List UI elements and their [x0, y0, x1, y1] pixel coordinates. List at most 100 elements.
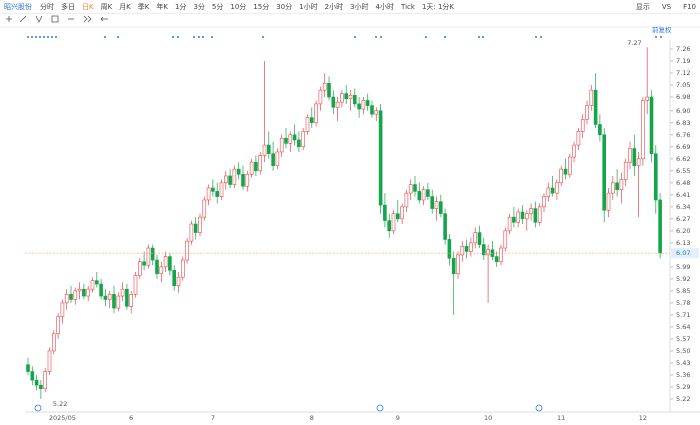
candle-body [224, 175, 228, 184]
period-tab[interactable]: 1天: 1分K [421, 2, 455, 11]
candle-body [576, 131, 581, 146]
y-tick-label: 6.13 [676, 239, 690, 247]
period-tab[interactable]: 4小时 [375, 2, 395, 11]
period-tab[interactable]: 15分 [253, 2, 270, 11]
candle-body [150, 247, 155, 261]
y-tick-label: 5.29 [676, 383, 690, 391]
candle-body [60, 302, 65, 317]
period-tab[interactable]: Tick [401, 2, 415, 11]
candle-body [649, 96, 654, 154]
candle-body [598, 124, 602, 136]
candle-body [51, 333, 56, 352]
candle-body [64, 294, 69, 304]
period-tab[interactable]: 周K [100, 2, 113, 11]
candle-body [438, 201, 443, 215]
candle-body [266, 144, 271, 154]
candle-body [395, 213, 400, 220]
y-tick-label: 6.69 [676, 143, 690, 151]
candle-body [95, 280, 99, 285]
candle-body [619, 179, 624, 190]
period-tab[interactable]: 3小时 [350, 2, 369, 11]
candle-body [120, 288, 125, 297]
candle-body [185, 240, 189, 261]
candle-body [168, 256, 172, 271]
period-tab[interactable]: 2小时 [324, 2, 344, 11]
candle-body [460, 246, 465, 256]
candle-body [593, 89, 598, 125]
y-tick-label: 5.78 [676, 299, 690, 307]
stock-name[interactable]: 昭兴股份 [4, 2, 32, 11]
candle-body [434, 201, 439, 209]
y-tick-label: 7.05 [676, 81, 690, 89]
period-tab[interactable]: 季K [137, 2, 150, 11]
candle-body [361, 100, 366, 110]
candle-body [413, 184, 417, 192]
period-tab[interactable]: 5分 [211, 2, 224, 11]
candle-body [524, 213, 529, 220]
candle-body [344, 93, 349, 100]
y-tick-label: 5.43 [676, 359, 690, 367]
candle-body [486, 249, 490, 256]
candle-body [327, 83, 331, 98]
candle-body [133, 275, 138, 295]
candle-body [176, 276, 181, 287]
y-tick-label: 5.85 [676, 287, 690, 295]
x-tick-label: 12 [639, 414, 647, 422]
candle-body [181, 259, 185, 278]
candle-body [322, 83, 327, 91]
candle-body [305, 117, 310, 132]
candle-body [580, 119, 585, 132]
candle-body [542, 196, 546, 208]
candle-body [426, 189, 430, 197]
candle-body [335, 101, 340, 108]
candle-body [43, 371, 48, 390]
period-toolbar: 昭兴股份 分时 多日 日K 周K 月K 季K 年K 1分 3分 5分 10分 15分 30分 1小时 2小时 3… [0, 0, 700, 14]
x-tick-label: 8 [310, 414, 314, 422]
period-tab[interactable]: 3分 [193, 2, 205, 11]
candle-body [430, 196, 435, 209]
candle-body [258, 155, 263, 172]
candle-body [202, 199, 207, 218]
candle-body [262, 144, 267, 156]
candle-body [129, 294, 133, 307]
toolbar-button[interactable]: 显示 [635, 2, 650, 11]
candle-body [90, 280, 95, 290]
y-tick-label: 6.83 [676, 119, 690, 127]
candle-body [636, 158, 641, 166]
candle-body [138, 261, 142, 276]
low-label: 5.22 [53, 400, 67, 408]
period-tab[interactable]: 1分 [174, 2, 187, 11]
candle-body [499, 247, 503, 263]
candle-body [610, 182, 615, 194]
candle-body [533, 208, 538, 223]
event-markers [27, 36, 662, 38]
period-tab[interactable]: 1小时 [299, 2, 318, 11]
adjust-label[interactable]: 前复权 [652, 25, 672, 34]
y-tick-label: 6.62 [676, 155, 690, 163]
candle-body [103, 295, 108, 300]
period-tab[interactable]: 10分 [230, 2, 247, 11]
candle-body [309, 117, 314, 124]
y-tick-label: 7.12 [676, 69, 690, 77]
candle-body [615, 182, 619, 190]
toolbar-button[interactable]: F10 [683, 2, 696, 11]
candle-body [408, 184, 413, 194]
y-tick-label: 7.19 [676, 57, 690, 65]
candle-body [112, 294, 116, 309]
candle-body [391, 213, 396, 232]
candle-body [658, 199, 662, 254]
toolbar-button[interactable]: VS [661, 2, 672, 11]
candle-body [99, 283, 103, 297]
candle-body [107, 294, 112, 300]
candle-body [477, 232, 482, 245]
period-tab[interactable]: 分时 [40, 2, 54, 11]
y-tick-label: 5.71 [676, 311, 690, 319]
period-tab[interactable]: 日K [82, 2, 94, 11]
period-tab[interactable]: 多日 [61, 2, 75, 11]
period-tab[interactable]: 年K [156, 2, 168, 11]
period-tab[interactable]: 月K [119, 2, 131, 11]
last-price-box [671, 248, 699, 259]
candle-body [125, 288, 129, 307]
period-tab[interactable]: 30分 [276, 2, 293, 11]
